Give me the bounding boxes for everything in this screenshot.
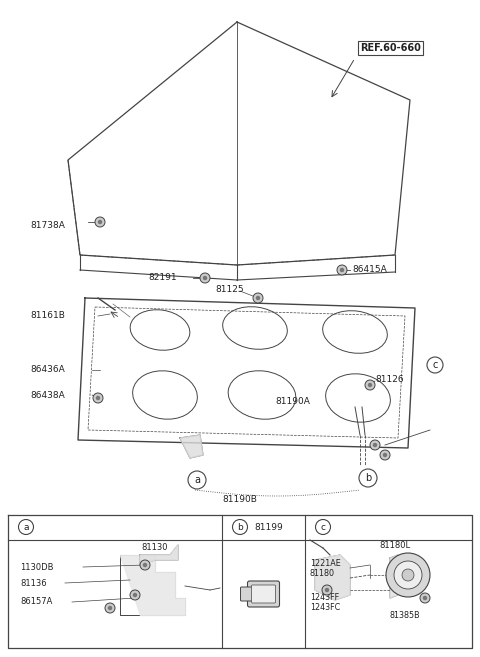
Circle shape bbox=[256, 296, 260, 300]
Text: b: b bbox=[365, 473, 371, 483]
FancyBboxPatch shape bbox=[248, 581, 279, 607]
Circle shape bbox=[203, 276, 207, 281]
Circle shape bbox=[130, 590, 140, 600]
Text: 81738A: 81738A bbox=[30, 221, 65, 229]
FancyBboxPatch shape bbox=[252, 585, 276, 603]
Text: a: a bbox=[23, 522, 29, 532]
Text: 81161B: 81161B bbox=[30, 311, 65, 319]
Polygon shape bbox=[120, 555, 185, 615]
Polygon shape bbox=[140, 545, 178, 565]
Text: 86438A: 86438A bbox=[30, 390, 65, 399]
Circle shape bbox=[423, 596, 427, 600]
Text: 86436A: 86436A bbox=[30, 365, 65, 374]
Text: 1221AE: 1221AE bbox=[310, 558, 341, 568]
Text: 1243FF: 1243FF bbox=[310, 593, 339, 602]
Circle shape bbox=[140, 560, 150, 570]
Text: c: c bbox=[321, 522, 325, 532]
Circle shape bbox=[325, 588, 329, 592]
Circle shape bbox=[108, 606, 112, 610]
Text: c: c bbox=[432, 360, 438, 370]
Circle shape bbox=[370, 440, 380, 450]
Text: 86157A: 86157A bbox=[20, 597, 52, 606]
Text: REF.60-660: REF.60-660 bbox=[360, 43, 421, 53]
Circle shape bbox=[368, 383, 372, 387]
Text: 82191: 82191 bbox=[148, 273, 177, 283]
Circle shape bbox=[133, 593, 137, 597]
Text: 81190A: 81190A bbox=[275, 397, 310, 407]
Polygon shape bbox=[315, 555, 350, 600]
Circle shape bbox=[200, 273, 210, 283]
Circle shape bbox=[98, 219, 102, 224]
Text: 1243FC: 1243FC bbox=[310, 604, 340, 612]
Text: 81125: 81125 bbox=[216, 286, 244, 294]
Text: 81130: 81130 bbox=[142, 543, 168, 553]
Text: 81180: 81180 bbox=[310, 570, 335, 579]
Text: 81190B: 81190B bbox=[223, 495, 257, 505]
Circle shape bbox=[96, 396, 100, 400]
Circle shape bbox=[95, 217, 105, 227]
Text: 81136: 81136 bbox=[20, 579, 47, 587]
Circle shape bbox=[402, 569, 414, 581]
Circle shape bbox=[143, 563, 147, 567]
Circle shape bbox=[340, 268, 344, 272]
Polygon shape bbox=[180, 435, 203, 458]
Text: 1130DB: 1130DB bbox=[20, 562, 53, 572]
Text: 81385B: 81385B bbox=[390, 610, 420, 620]
Text: a: a bbox=[194, 475, 200, 485]
Circle shape bbox=[337, 265, 347, 275]
Text: 81126: 81126 bbox=[375, 376, 404, 384]
Circle shape bbox=[386, 553, 430, 597]
Circle shape bbox=[380, 450, 390, 460]
Circle shape bbox=[253, 293, 263, 303]
Circle shape bbox=[420, 593, 430, 603]
Polygon shape bbox=[390, 555, 398, 598]
Circle shape bbox=[394, 561, 422, 589]
Text: 86415A: 86415A bbox=[352, 265, 387, 275]
FancyBboxPatch shape bbox=[240, 587, 252, 601]
Circle shape bbox=[365, 380, 375, 390]
Text: 81199: 81199 bbox=[254, 522, 283, 532]
Circle shape bbox=[383, 453, 387, 457]
Text: 81180L: 81180L bbox=[379, 541, 410, 549]
Circle shape bbox=[373, 443, 377, 447]
Text: b: b bbox=[237, 522, 243, 532]
Circle shape bbox=[93, 393, 103, 403]
Circle shape bbox=[105, 603, 115, 613]
Circle shape bbox=[322, 585, 332, 595]
